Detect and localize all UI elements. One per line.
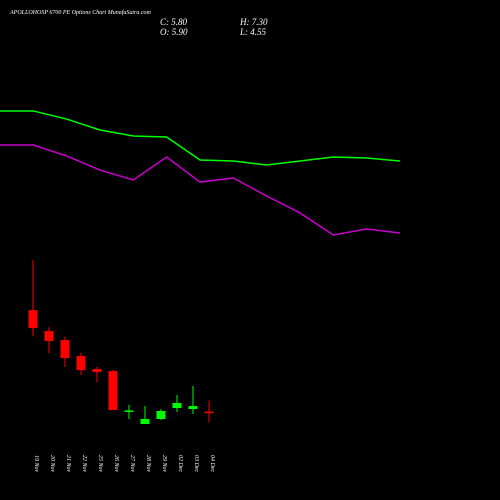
candle-body bbox=[204, 411, 214, 414]
x-tick-label: 22 Nov bbox=[81, 455, 87, 473]
x-tick-label: 19 Nov bbox=[33, 455, 39, 473]
x-tick-label: 03 Dec bbox=[193, 455, 199, 472]
x-tick-label: 26 Nov bbox=[113, 455, 119, 473]
candle-body bbox=[156, 410, 166, 419]
candle-body bbox=[28, 310, 38, 329]
close-label: C: 5.80 bbox=[160, 17, 188, 27]
candle-body bbox=[76, 356, 86, 371]
candle-body bbox=[188, 406, 198, 410]
x-tick-label: 21 Nov bbox=[65, 455, 71, 473]
low-label: L: 4.55 bbox=[239, 27, 267, 37]
x-tick-label: 28 Nov bbox=[145, 455, 151, 473]
chart-title: APOLLOHOSP 6700 PE Options Chart MunafaS… bbox=[9, 9, 152, 16]
high-label: H: 7.30 bbox=[239, 17, 268, 27]
x-tick-label: 25 Nov bbox=[97, 455, 103, 473]
candle-body bbox=[60, 340, 70, 359]
candle-body bbox=[140, 418, 150, 425]
candle-body bbox=[124, 410, 134, 412]
candle-body bbox=[92, 369, 102, 373]
candle-body bbox=[108, 371, 118, 411]
open-label: O: 5.90 bbox=[160, 27, 188, 37]
x-tick-label: 20 Nov bbox=[49, 455, 55, 473]
x-tick-label: 02 Dec bbox=[177, 455, 183, 472]
moving-average bbox=[0, 110, 401, 166]
x-tick-label: 04 Dec bbox=[209, 455, 216, 472]
x-tick-label: 29 Nov bbox=[161, 455, 167, 473]
moving-average bbox=[0, 144, 401, 236]
x-tick-label: 27 Nov bbox=[129, 455, 135, 473]
candle-body bbox=[44, 331, 54, 342]
candle-body bbox=[172, 403, 182, 409]
